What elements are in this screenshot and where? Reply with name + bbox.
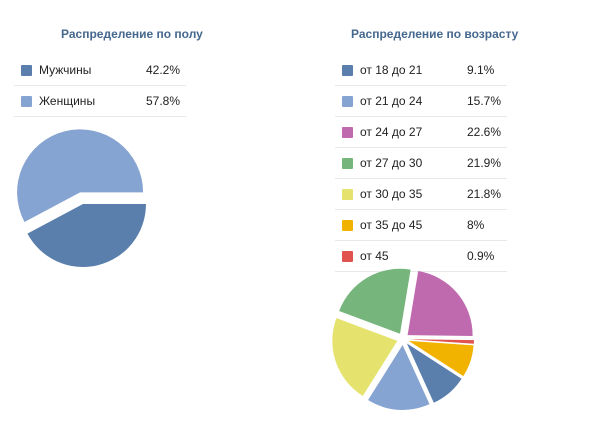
legend-label: от 18 до 21 [360,63,423,77]
age-slice-4 [339,268,411,334]
age-slice-3 [332,318,398,396]
gender-slice-0 [27,204,147,267]
legend-row: от 24 до 27 22.6% [335,117,507,148]
legend-value: 42.2% [146,63,181,77]
gender-chart-title: Распределение по полу [61,27,203,41]
legend-value: 22.6% [467,125,502,139]
legend-value: 21.8% [467,187,502,201]
legend-swatch [342,158,353,169]
age-slice-1 [406,343,462,403]
legend-value: 8% [467,218,485,232]
age-slice-6 [408,339,474,344]
legend-swatch [342,96,353,107]
legend-swatch [342,251,353,262]
legend-value: 15.7% [467,94,502,108]
age-chart-title: Распределение по возрасту [351,27,519,41]
legend-value: 0.9% [467,249,495,263]
legend-label: от 30 до 35 [360,187,423,201]
legend-row: от 18 до 21 9.1% [335,55,507,86]
legend-value: 9.1% [467,63,495,77]
age-legend: от 18 до 21 9.1% от 21 до 24 15.7% от 24 до … [335,55,507,272]
legend-swatch [21,96,32,107]
legend-label: от 45 [360,249,389,263]
legend-row: от 35 до 45 8% [335,210,507,241]
gender-legend: Мужчины 42.2% Женщины 57.8% [14,55,186,117]
legend-row: от 30 до 35 21.8% [335,179,507,210]
legend-value: 57.8% [146,94,181,108]
legend-row: Женщины 57.8% [14,86,186,117]
legend-swatch [342,65,353,76]
legend-row: от 21 до 24 15.7% [335,86,507,117]
legend-label: от 35 до 45 [360,218,423,232]
legend-label: Мужчины [39,63,92,77]
legend-row: от 27 до 30 21.9% [335,148,507,179]
age-slice-5 [407,271,473,337]
age-slice-2 [368,344,430,410]
legend-label: от 27 до 30 [360,156,423,170]
legend-row: от 45 0.9% [335,241,507,272]
legend-swatch [342,189,353,200]
legend-value: 21.9% [467,156,502,170]
legend-swatch [342,127,353,138]
legend-label: от 21 до 24 [360,94,423,108]
legend-label: от 24 до 27 [360,125,423,139]
legend-row: Мужчины 42.2% [14,55,186,86]
legend-label: Женщины [39,94,96,108]
age-slice-0 [408,340,474,377]
legend-swatch [21,65,32,76]
gender-slice-1 [17,129,144,223]
legend-swatch [342,220,353,231]
